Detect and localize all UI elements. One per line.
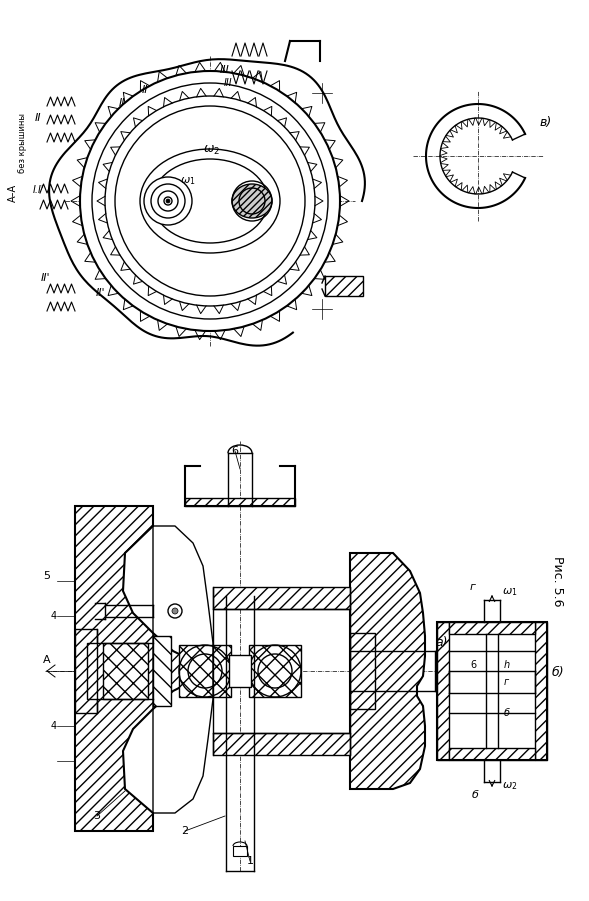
Text: II': II' <box>95 288 105 298</box>
Text: 4: 4 <box>51 721 57 731</box>
Text: II': II' <box>40 273 49 283</box>
Text: $\omega_1$: $\omega_1$ <box>180 175 196 187</box>
Text: II: II <box>142 85 148 95</box>
Ellipse shape <box>140 149 280 253</box>
Bar <box>535 622 547 760</box>
Circle shape <box>172 608 178 614</box>
Text: 5: 5 <box>44 571 51 581</box>
Bar <box>249 645 301 697</box>
Text: 1: 1 <box>247 856 253 866</box>
Text: I.I': I.I' <box>32 185 44 195</box>
Text: $\omega_2$: $\omega_2$ <box>203 144 220 157</box>
Text: h: h <box>504 660 510 670</box>
Bar <box>229 655 251 687</box>
Bar <box>449 622 535 634</box>
Circle shape <box>158 191 178 211</box>
Text: а): а) <box>435 636 448 649</box>
Circle shape <box>164 197 172 205</box>
Bar <box>185 498 295 506</box>
Bar <box>350 633 375 709</box>
Text: 3: 3 <box>94 811 101 821</box>
Text: 4: 4 <box>51 611 57 621</box>
Ellipse shape <box>232 184 272 218</box>
Text: Рис. 5.6: Рис. 5.6 <box>551 556 564 606</box>
Circle shape <box>105 96 315 306</box>
Ellipse shape <box>152 159 268 243</box>
Text: 6: 6 <box>231 446 239 456</box>
Text: б): б) <box>552 666 565 679</box>
Circle shape <box>115 106 305 296</box>
Text: II: II <box>35 113 41 123</box>
Text: б: б <box>472 790 479 800</box>
Bar <box>103 643 148 699</box>
Bar <box>325 276 363 296</box>
Text: 6: 6 <box>470 660 476 670</box>
Text: $\omega_1$: $\omega_1$ <box>502 586 518 597</box>
Text: г: г <box>504 677 509 687</box>
Bar <box>179 645 231 697</box>
Bar <box>213 587 350 609</box>
Text: А: А <box>43 655 51 665</box>
Text: г: г <box>470 582 476 592</box>
Bar <box>233 846 247 856</box>
Text: II: II <box>119 98 125 108</box>
Text: I': I' <box>305 190 310 200</box>
Bar <box>437 622 547 760</box>
Text: А–А: А–А <box>8 184 18 202</box>
Text: 2: 2 <box>181 826 188 836</box>
Circle shape <box>168 604 182 618</box>
Polygon shape <box>75 629 97 713</box>
Text: без крышины: без крышины <box>18 113 27 173</box>
Text: $\omega_2$: $\omega_2$ <box>502 780 518 792</box>
Text: в): в) <box>540 116 552 129</box>
Circle shape <box>80 71 340 331</box>
Polygon shape <box>350 553 425 789</box>
Bar <box>437 622 449 760</box>
Circle shape <box>166 199 170 203</box>
Text: б: б <box>504 708 510 718</box>
Bar <box>449 748 535 760</box>
Circle shape <box>151 184 185 218</box>
Circle shape <box>144 177 192 225</box>
Polygon shape <box>75 506 213 831</box>
Bar <box>153 636 171 706</box>
Text: III: III <box>224 78 232 88</box>
Text: III: III <box>220 65 230 75</box>
Bar <box>213 733 350 755</box>
